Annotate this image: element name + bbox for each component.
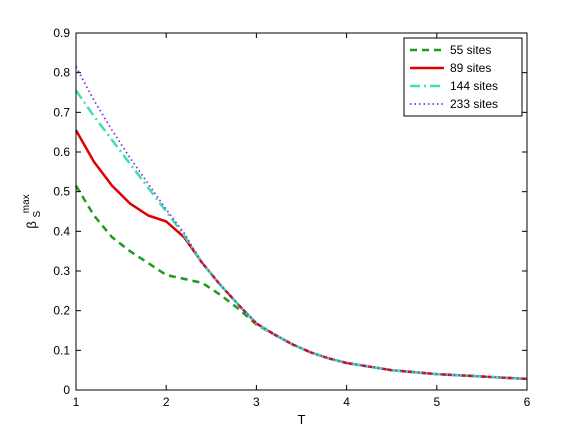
x-axis-label: T — [298, 412, 306, 427]
legend: 55 sites 89 sites 144 sites 233 sites — [403, 37, 523, 117]
y-tick-label: 0.9 — [53, 26, 70, 40]
x-tick-label: 4 — [343, 395, 350, 409]
y-tick-label: 0.3 — [53, 264, 70, 278]
x-tick-label: 1 — [73, 395, 80, 409]
y-tick-label: 0.1 — [53, 343, 70, 357]
y-axis-label-base: β — [24, 221, 39, 228]
y-axis-label-subscript: S — [32, 211, 43, 218]
ticks-layer: 1 2 3 4 5 6 0 0.1 0.2 0.3 0.4 0.5 0.6 0.7 0.8 0.9 — [53, 26, 530, 409]
y-tick-label: 0.4 — [53, 224, 70, 238]
y-tick-label: 0.7 — [53, 105, 70, 119]
y-tick-label: 0.5 — [53, 185, 70, 199]
y-axis-label-superscript: max — [21, 194, 32, 213]
y-axis-label: β S max — [21, 194, 43, 228]
x-tick-label: 3 — [253, 395, 260, 409]
series-layer — [74, 66, 528, 381]
legend-label: 144 sites — [450, 79, 498, 93]
series-line-1 — [74, 185, 528, 381]
x-tick-label: 5 — [433, 395, 440, 409]
axes-frame — [75, 32, 528, 391]
x-tick-label: 6 — [524, 395, 531, 409]
y-tick-label: 0.6 — [53, 145, 70, 159]
y-tick-label: 0.8 — [53, 66, 70, 80]
x-tick-label: 2 — [163, 395, 170, 409]
legend-label: 233 sites — [450, 97, 498, 111]
y-tick-label: 0 — [63, 383, 70, 397]
legend-label: 55 sites — [450, 43, 491, 57]
series-line-4 — [75, 66, 528, 380]
y-tick-label: 0.2 — [53, 304, 70, 318]
legend-label: 89 sites — [450, 61, 491, 75]
axes-layer — [75, 32, 528, 391]
